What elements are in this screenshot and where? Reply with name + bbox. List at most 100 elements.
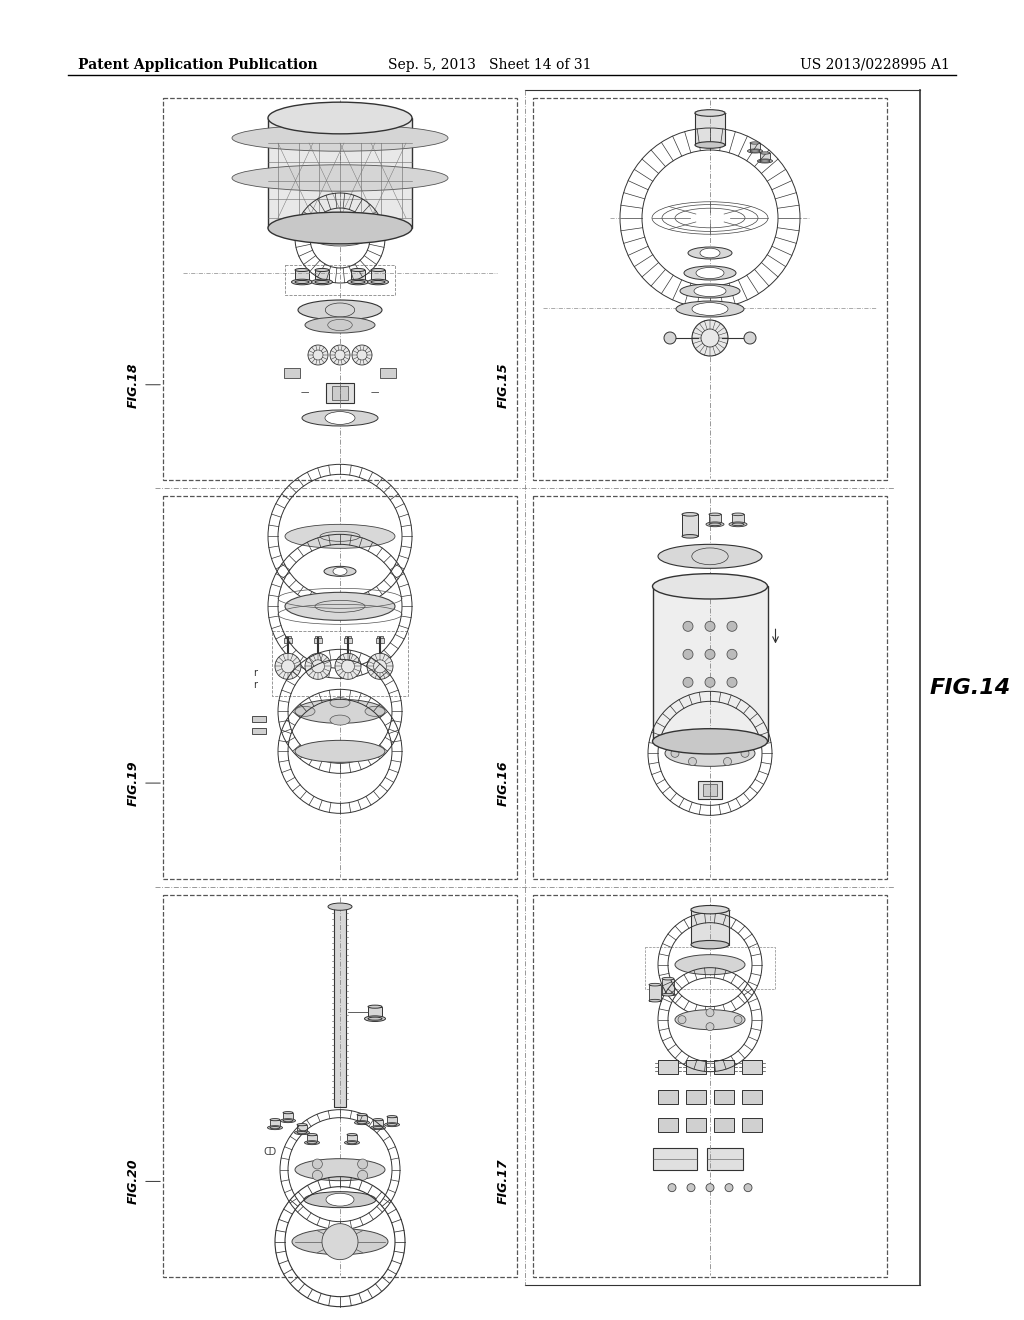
- Ellipse shape: [387, 1123, 397, 1126]
- Ellipse shape: [297, 1123, 307, 1126]
- Bar: [662, 978, 674, 995]
- Ellipse shape: [709, 513, 721, 516]
- Circle shape: [687, 1184, 695, 1192]
- Ellipse shape: [330, 715, 350, 725]
- Circle shape: [305, 653, 331, 680]
- Circle shape: [335, 653, 361, 680]
- Ellipse shape: [295, 268, 309, 272]
- Bar: [682, 515, 698, 536]
- Circle shape: [744, 333, 756, 345]
- Circle shape: [367, 653, 393, 680]
- Text: —: —: [371, 388, 379, 397]
- Bar: [686, 1090, 706, 1104]
- Ellipse shape: [344, 1140, 359, 1144]
- Ellipse shape: [368, 1005, 382, 1008]
- Text: r: r: [253, 680, 257, 690]
- Bar: [357, 1114, 367, 1123]
- Bar: [709, 515, 721, 524]
- Ellipse shape: [662, 994, 674, 997]
- Ellipse shape: [371, 280, 385, 284]
- Ellipse shape: [688, 247, 732, 259]
- Text: US 2013/0228995 A1: US 2013/0228995 A1: [800, 58, 950, 73]
- Ellipse shape: [283, 1119, 293, 1122]
- Text: FIG.15: FIG.15: [497, 362, 510, 408]
- Bar: [163, 98, 517, 480]
- Circle shape: [727, 622, 737, 631]
- Bar: [285, 636, 291, 640]
- Text: Patent Application Publication: Patent Application Publication: [78, 58, 317, 73]
- Ellipse shape: [311, 280, 333, 285]
- Ellipse shape: [371, 1126, 385, 1130]
- Circle shape: [724, 741, 731, 750]
- Circle shape: [705, 622, 715, 631]
- Circle shape: [734, 1015, 742, 1024]
- Bar: [742, 1060, 762, 1073]
- Ellipse shape: [324, 566, 356, 577]
- Bar: [284, 639, 292, 643]
- Ellipse shape: [295, 706, 315, 717]
- Ellipse shape: [373, 1118, 383, 1121]
- Circle shape: [275, 653, 301, 680]
- Ellipse shape: [295, 1131, 309, 1135]
- Ellipse shape: [365, 1016, 385, 1022]
- Bar: [252, 717, 266, 722]
- Ellipse shape: [760, 160, 770, 162]
- Bar: [760, 153, 770, 161]
- Bar: [703, 784, 717, 796]
- Ellipse shape: [748, 149, 763, 153]
- Bar: [732, 515, 744, 524]
- Ellipse shape: [297, 1131, 307, 1134]
- Ellipse shape: [365, 706, 385, 717]
- Ellipse shape: [732, 513, 744, 516]
- Ellipse shape: [662, 977, 674, 979]
- Ellipse shape: [371, 268, 385, 272]
- Bar: [649, 985, 662, 1001]
- Ellipse shape: [652, 729, 768, 754]
- Ellipse shape: [268, 213, 412, 244]
- Bar: [714, 1060, 734, 1073]
- Bar: [653, 1147, 697, 1170]
- Text: FIG.19: FIG.19: [127, 760, 139, 807]
- Ellipse shape: [709, 523, 721, 525]
- Ellipse shape: [696, 268, 724, 279]
- Ellipse shape: [330, 697, 350, 708]
- Ellipse shape: [692, 302, 728, 315]
- Circle shape: [706, 1184, 714, 1192]
- Circle shape: [706, 1008, 714, 1016]
- Ellipse shape: [302, 411, 378, 426]
- Ellipse shape: [684, 267, 736, 280]
- Circle shape: [688, 758, 696, 766]
- Ellipse shape: [328, 903, 352, 911]
- Text: r: r: [253, 668, 257, 678]
- Ellipse shape: [649, 999, 662, 1002]
- Ellipse shape: [694, 285, 726, 297]
- Ellipse shape: [304, 1140, 319, 1144]
- Bar: [376, 639, 384, 643]
- Circle shape: [725, 1184, 733, 1192]
- Ellipse shape: [706, 521, 724, 527]
- Bar: [283, 1113, 293, 1121]
- Circle shape: [312, 1171, 323, 1180]
- Ellipse shape: [682, 535, 698, 539]
- Bar: [742, 1118, 762, 1131]
- Circle shape: [352, 345, 372, 366]
- Bar: [326, 383, 354, 403]
- Bar: [371, 271, 385, 282]
- Ellipse shape: [292, 1229, 388, 1255]
- Ellipse shape: [676, 301, 744, 317]
- Bar: [163, 496, 517, 879]
- Ellipse shape: [347, 1134, 357, 1135]
- Ellipse shape: [283, 1111, 293, 1114]
- Bar: [742, 1090, 762, 1104]
- Text: —: —: [301, 388, 309, 397]
- Bar: [315, 636, 321, 640]
- Ellipse shape: [357, 1114, 367, 1115]
- Bar: [714, 1090, 734, 1104]
- Circle shape: [668, 1184, 676, 1192]
- Ellipse shape: [675, 954, 745, 974]
- Text: FIG.20: FIG.20: [127, 1159, 139, 1204]
- Circle shape: [706, 1023, 714, 1031]
- Ellipse shape: [658, 544, 762, 569]
- Ellipse shape: [368, 280, 388, 285]
- Bar: [345, 636, 351, 640]
